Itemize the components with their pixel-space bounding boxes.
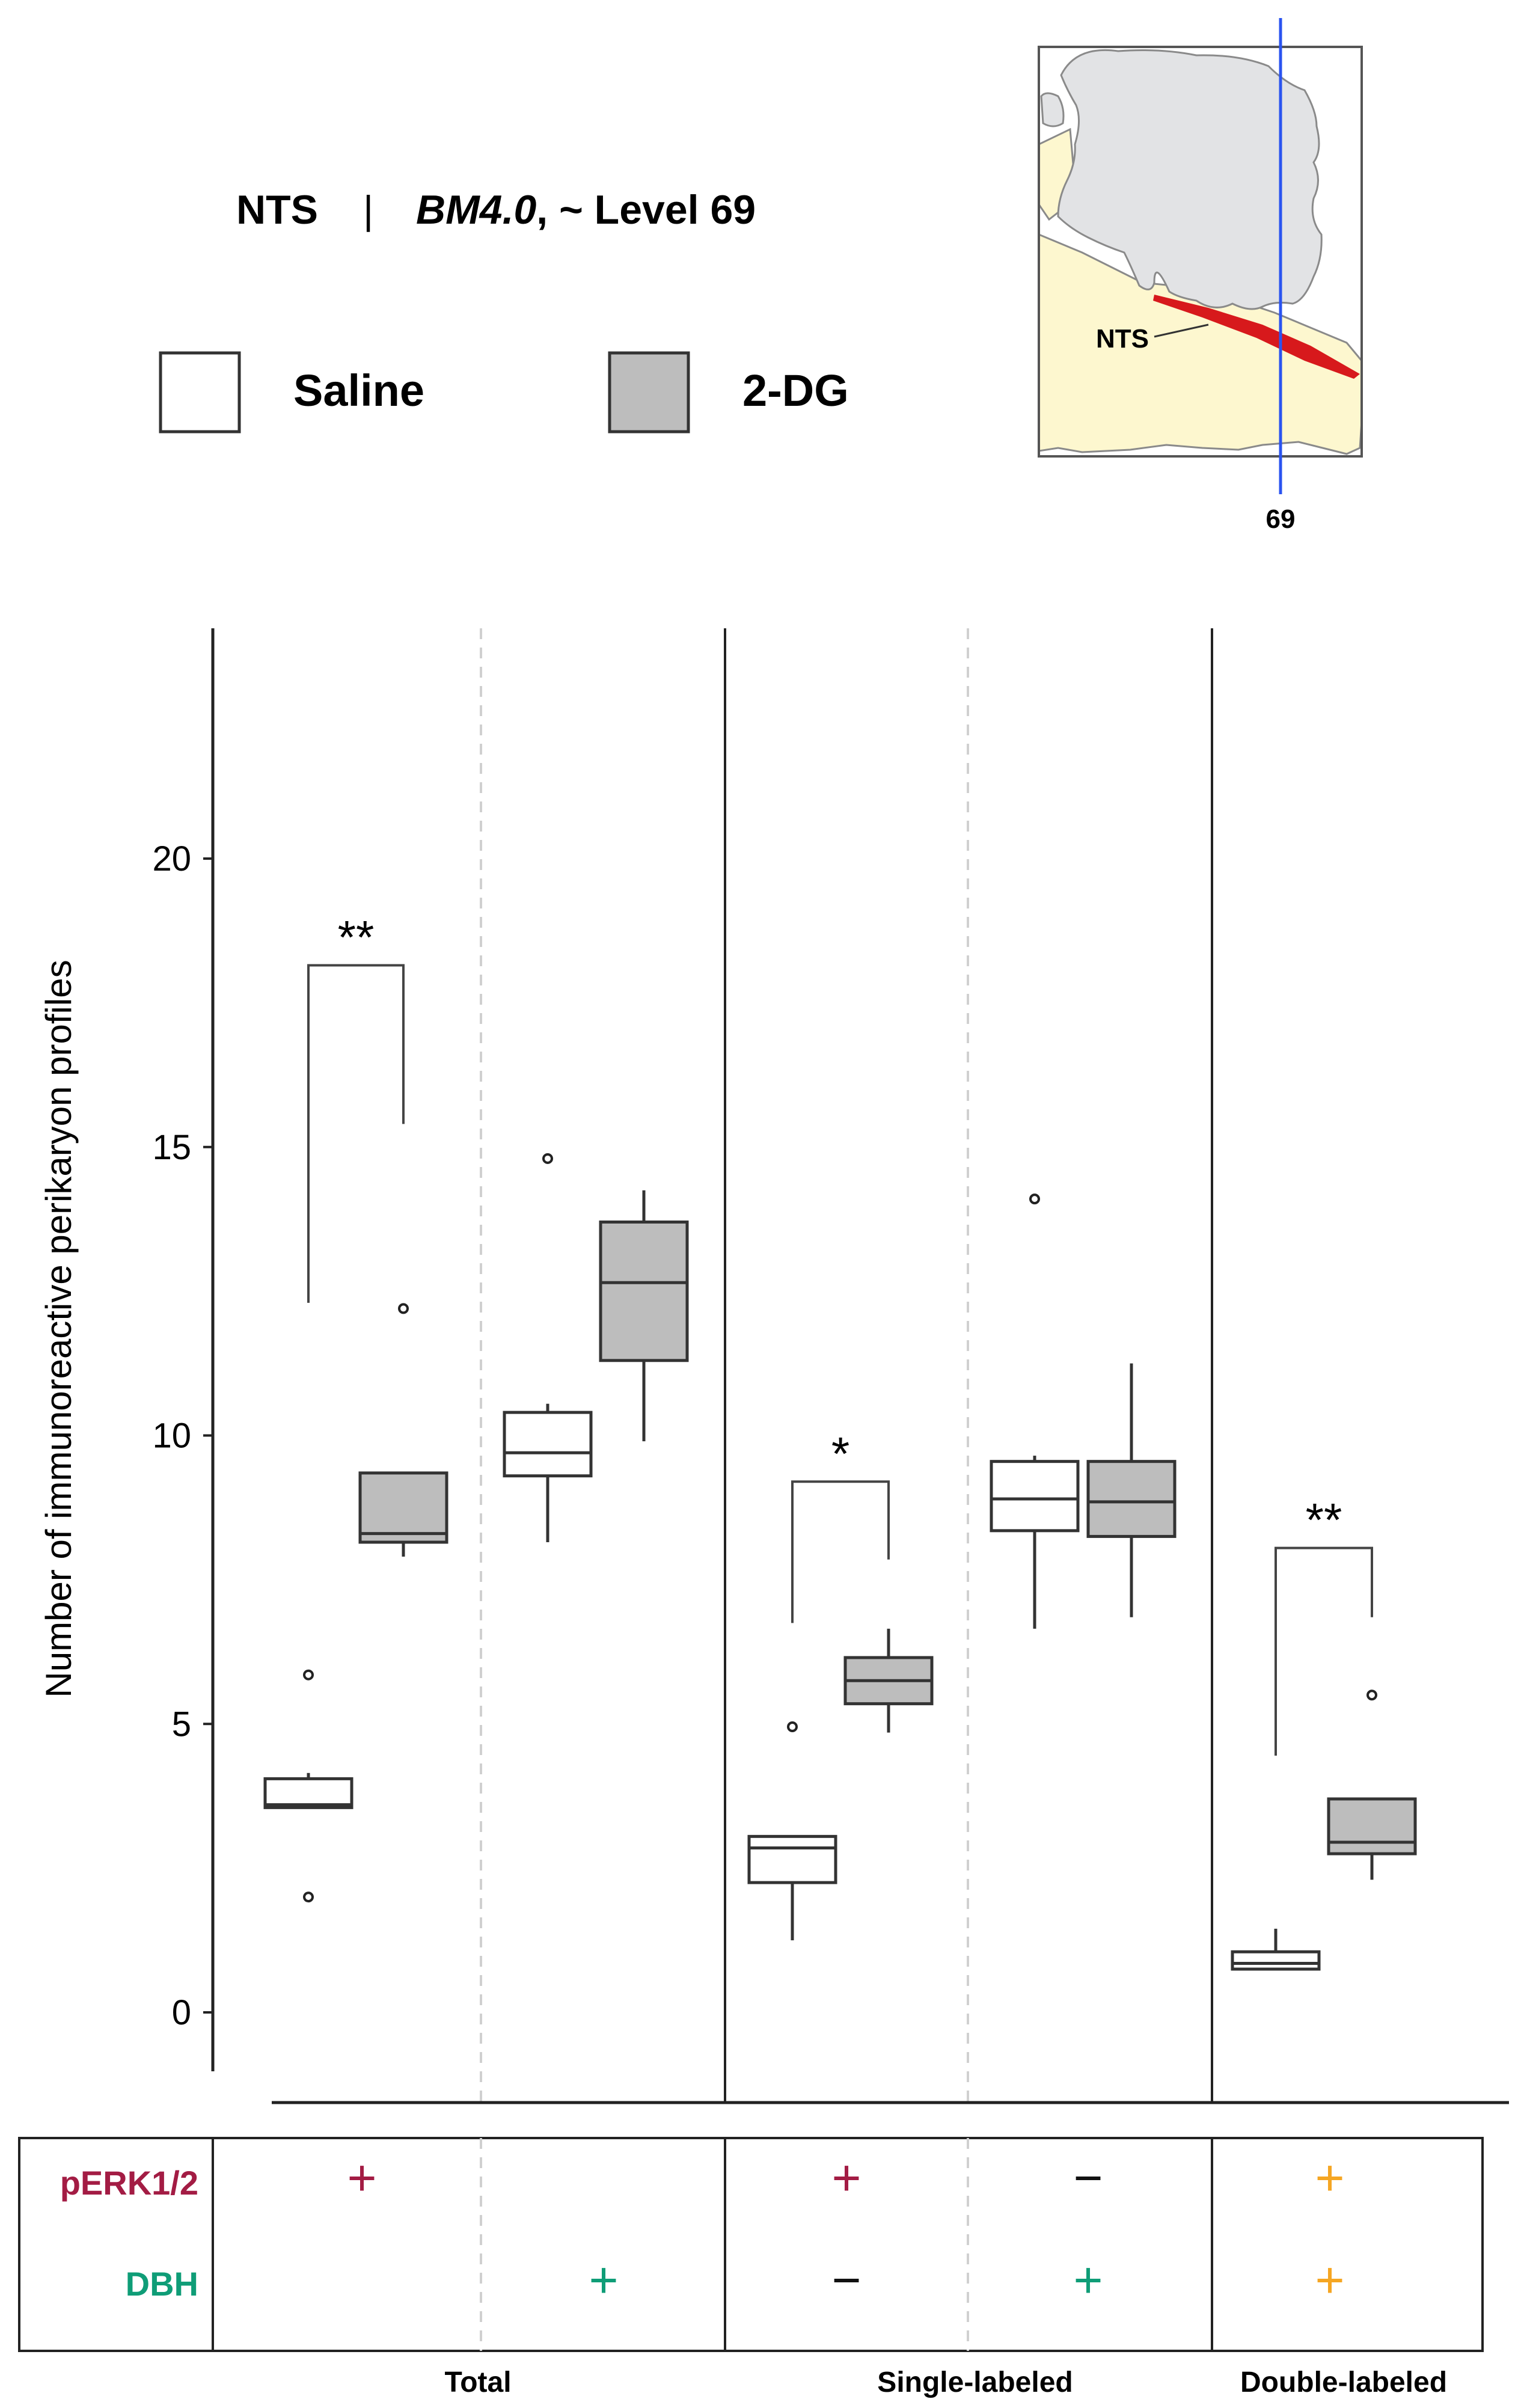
group-1-cond-1-marker-perk: − [1073, 2149, 1103, 2206]
marker-table-frame [18, 2137, 1484, 2352]
significance-annotations: ***** [307, 911, 1373, 1756]
group-0-cond-0-saline [263, 1669, 353, 1903]
y-tick-label-20: 20 [152, 839, 191, 878]
row-label-perk: pERK1/2 [60, 2164, 198, 2202]
inset-frame [1038, 46, 1363, 458]
group-0-cond-0-2dg-outlier-0 [398, 1303, 409, 1314]
legend-label-saline: Saline [293, 366, 424, 415]
group-1-cond-0-significance: * [791, 1427, 890, 1623]
group-0-cond-1-2dg-iqr-box [599, 1220, 689, 1362]
y-axis-ticks: 0 5 10 15 20 [152, 839, 213, 2032]
inset-nts-label: NTS [1096, 324, 1149, 354]
group-0-cond-1-saline [503, 1153, 593, 1543]
group-0-cond-0-significance: ** [307, 911, 405, 1303]
legend-label-2dg: 2-DG [742, 366, 849, 415]
group-0-cond-0-2dg [358, 1303, 448, 1557]
group-0-cond-0-saline-outlier-0 [303, 1669, 314, 1680]
group-labels: Total Single-labeled Double-labeled [444, 2367, 1447, 2398]
group-1-cond-0-significance-stars: * [831, 1427, 849, 1480]
group-0-cond-0-significance-bracket [307, 964, 405, 1303]
group-1-cond-1-2dg-iqr-box [1086, 1460, 1177, 1538]
group-label-0: Total [444, 2367, 511, 2398]
group-2-cond-0-marker-dbh: + [1315, 2252, 1344, 2308]
group-2-cond-0-significance-bracket [1275, 1546, 1373, 1756]
y-tick-label-10: 10 [152, 1417, 191, 1456]
group-0-cond-0-saline-iqr-box [263, 1777, 353, 1809]
group-0-cond-0-saline-outlier-1 [303, 1892, 314, 1903]
group-2-cond-0-significance-stars: ** [1306, 1494, 1342, 1546]
atlas-inset: NTS 69 [1038, 18, 1363, 534]
group-2-cond-0-saline [1231, 1928, 1321, 1971]
group-0-cond-1-saline-outlier-0 [542, 1153, 553, 1164]
group-1-cond-1-saline-outlier-0 [1029, 1193, 1040, 1205]
group-0-cond-0-marker-perk: + [347, 2149, 376, 2206]
group-1-cond-0-significance-bracket [791, 1480, 890, 1623]
group-1-cond-0-saline-iqr-box [747, 1834, 837, 1884]
group-2-cond-0-2dg [1327, 1690, 1417, 1880]
y-tick-label-5: 5 [172, 1705, 191, 1744]
header-atlas: BM4.0 [416, 187, 536, 233]
group-1-cond-0-saline [747, 1721, 837, 1941]
group-1-cond-1-saline-iqr-box [990, 1460, 1080, 1533]
group-2-cond-0-2dg-iqr-box [1327, 1797, 1417, 1855]
marker-symbols: + + + − − + + + [347, 2149, 1344, 2308]
y-tick-label-15: 15 [152, 1128, 191, 1167]
group-1-cond-0-marker-perk: + [831, 2149, 861, 2206]
inset-nts-region [1153, 295, 1360, 379]
legend-swatch-saline [159, 351, 241, 434]
inset-nts-leader-line [1154, 323, 1209, 338]
inset-level-label: 69 [1266, 504, 1296, 534]
group-2-cond-0-saline-iqr-box [1231, 1950, 1321, 1971]
group-2-cond-0-2dg-outlier-0 [1366, 1690, 1377, 1701]
group-1-cond-0-saline-outlier-0 [787, 1721, 798, 1733]
group-1-cond-1-marker-dbh: + [1073, 2252, 1103, 2308]
group-0-cond-1-marker-dbh: + [589, 2252, 618, 2308]
header-region: NTS [236, 187, 318, 233]
group-0-cond-1-2dg [599, 1190, 689, 1442]
group-1-cond-1-saline [990, 1193, 1080, 1629]
group-label-2: Double-labeled [1240, 2367, 1447, 2398]
group-0-cond-0-significance-stars: ** [338, 911, 375, 964]
group-1-cond-0-2dg [843, 1628, 934, 1733]
inset-tissue-lobe [1040, 92, 1065, 127]
group-1-cond-1-2dg [1086, 1363, 1177, 1617]
row-label-dbh: DBH [126, 2265, 198, 2303]
header-level: , ~ Level 69 [536, 187, 756, 233]
group-2-cond-0-marker-perk: + [1315, 2149, 1344, 2206]
group-label-1: Single-labeled [877, 2367, 1073, 2398]
y-axis-label: Number of immunoreactive perikaryon prof… [38, 960, 79, 1697]
legend-swatch-2dg [608, 351, 690, 434]
box-plots [263, 1153, 1417, 1971]
group-2-cond-0-significance: ** [1275, 1494, 1373, 1756]
group-1-cond-0-marker-dbh: − [831, 2252, 861, 2308]
y-tick-label-0: 0 [172, 1993, 191, 2032]
group-0-cond-1-saline-iqr-box [503, 1411, 593, 1478]
inset-tissue [1057, 49, 1323, 310]
group-0-cond-0-2dg-iqr-box [358, 1471, 448, 1544]
header-atlas-level: BM4.0, ~ Level 69 [416, 187, 756, 233]
header-separator: | [363, 188, 373, 232]
